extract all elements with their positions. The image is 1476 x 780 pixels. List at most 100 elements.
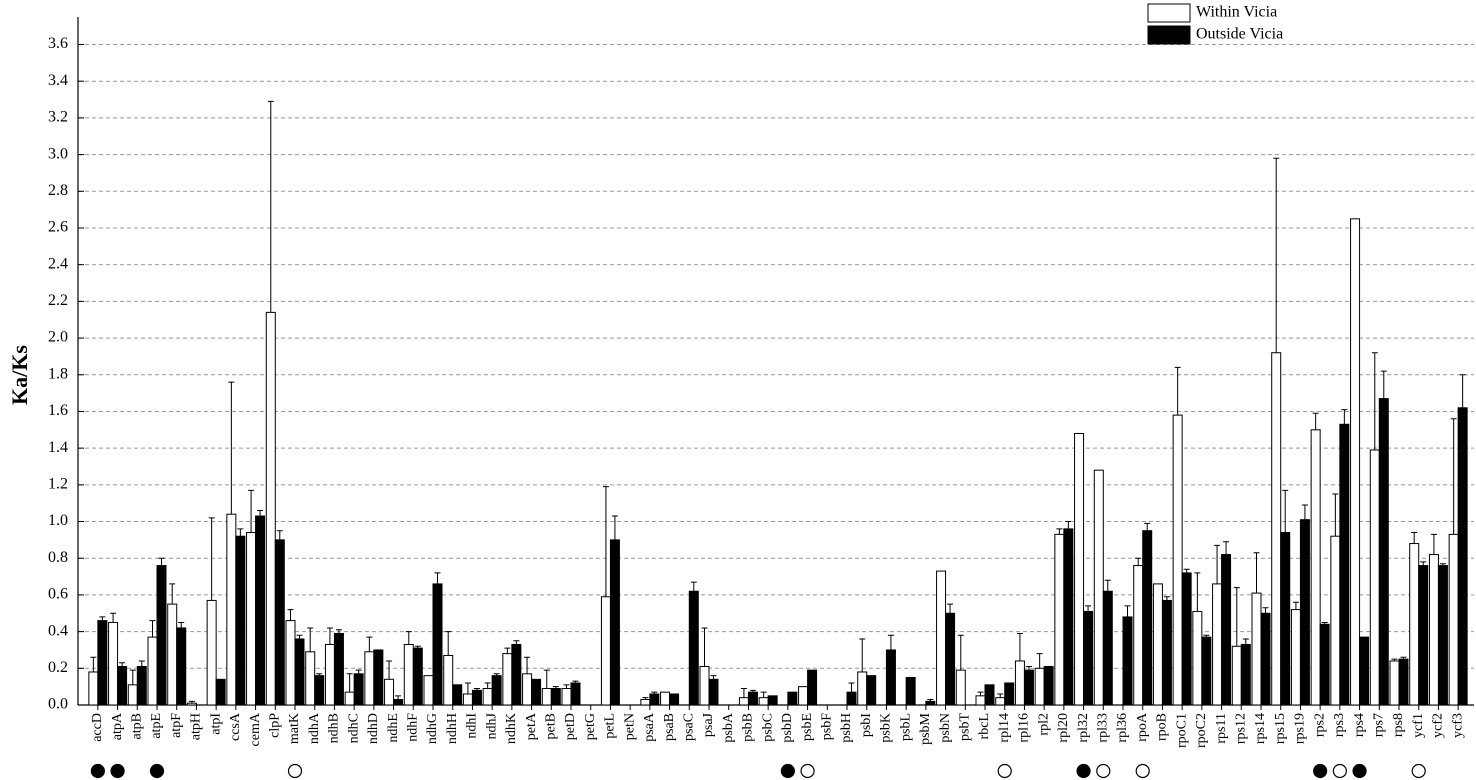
x-tick-label: rbcL xyxy=(977,713,992,739)
error-bar xyxy=(296,634,303,639)
bar xyxy=(1378,398,1389,706)
error-bar xyxy=(1312,412,1319,430)
bar xyxy=(1212,583,1223,706)
x-tick-label: psbN xyxy=(938,713,953,743)
bar xyxy=(609,539,620,706)
y-tick-label: 2.6 xyxy=(48,219,68,236)
x-tick-label: rps2 xyxy=(1312,713,1327,737)
error-bar xyxy=(611,515,618,540)
bar xyxy=(255,515,266,706)
bar xyxy=(1172,414,1183,706)
y-tick-label: 1.6 xyxy=(48,402,68,419)
error-bar xyxy=(927,698,934,702)
bar xyxy=(384,678,395,706)
bar xyxy=(640,698,651,706)
error-bar xyxy=(690,581,697,592)
bar xyxy=(285,620,296,706)
error-bar xyxy=(1380,370,1387,399)
bar xyxy=(1221,554,1232,706)
error-bar xyxy=(513,640,520,645)
error-bar xyxy=(1253,552,1260,594)
x-tick-label: petD xyxy=(563,713,578,740)
error-bar xyxy=(326,627,333,645)
error-bar xyxy=(287,609,294,621)
marker-open xyxy=(800,763,815,779)
bar xyxy=(936,570,947,706)
x-tick-label: ycf2 xyxy=(1431,713,1446,738)
x-tick-label: petB xyxy=(544,713,559,739)
x-tick-label: matK xyxy=(287,713,302,744)
x-tick-label: ycf1 xyxy=(1411,713,1426,738)
y-tick-label: 0.8 xyxy=(48,549,68,566)
bar xyxy=(403,643,414,706)
error-bar xyxy=(237,528,244,537)
x-tick-label: psbM xyxy=(918,712,933,744)
error-bar xyxy=(1262,607,1269,614)
error-bar xyxy=(957,634,964,671)
marker-open xyxy=(1135,763,1150,779)
x-tick-label: rpl14 xyxy=(997,713,1012,743)
error-bar xyxy=(1292,601,1299,610)
y-tick-label: 0.0 xyxy=(48,696,68,713)
error-bar xyxy=(208,517,215,601)
bar xyxy=(1034,667,1045,706)
error-bar xyxy=(395,695,402,700)
y-tick-label: 2.2 xyxy=(48,292,68,309)
bar xyxy=(333,632,344,706)
bar xyxy=(995,697,1006,706)
bar xyxy=(975,695,986,706)
marker-open xyxy=(1411,763,1426,779)
marker-filled xyxy=(1076,763,1091,779)
error-bar xyxy=(1371,352,1378,450)
bar xyxy=(314,675,325,706)
x-tick-label: ndhF xyxy=(406,713,421,742)
x-tick-label: rps15 xyxy=(1273,713,1288,744)
error-bar xyxy=(887,634,894,650)
bar xyxy=(353,673,364,706)
error-bar xyxy=(740,687,747,698)
error-bar xyxy=(1233,587,1240,647)
error-bar xyxy=(1036,653,1043,669)
bar xyxy=(1004,682,1015,706)
error-bar xyxy=(1400,656,1407,660)
error-bar xyxy=(276,530,283,540)
bar xyxy=(1201,636,1212,706)
error-bar xyxy=(1065,521,1072,529)
y-tick-label: 2.4 xyxy=(48,255,68,272)
error-bar xyxy=(346,673,353,693)
bar xyxy=(246,532,257,706)
error-bar xyxy=(257,510,264,517)
error-bar xyxy=(129,669,136,685)
bar xyxy=(1437,565,1448,706)
error-bar xyxy=(110,612,117,623)
bar xyxy=(186,702,197,706)
error-bar xyxy=(267,100,274,313)
error-bar xyxy=(524,656,531,674)
bar xyxy=(1161,599,1172,706)
x-tick-label: ndhC xyxy=(346,713,361,743)
bar xyxy=(1280,532,1291,706)
error-bar xyxy=(701,627,708,667)
x-tick-label: psbA xyxy=(721,712,736,742)
bar xyxy=(798,686,809,706)
legend-swatch xyxy=(1147,3,1191,23)
x-tick-label: rpl33 xyxy=(1096,713,1111,743)
bar xyxy=(885,649,896,706)
x-tick-label: rps8 xyxy=(1391,713,1406,737)
bar xyxy=(767,695,778,706)
x-tick-label: psbB xyxy=(741,713,756,742)
y-tick-label: 2.8 xyxy=(48,182,68,199)
error-bar xyxy=(1439,563,1446,566)
error-bar xyxy=(99,616,106,621)
bar xyxy=(1398,658,1409,706)
x-tick-label: rps7 xyxy=(1372,713,1387,737)
bar xyxy=(1260,612,1271,706)
x-tick-label: accD xyxy=(90,713,105,742)
marker-filled xyxy=(780,763,795,779)
bar xyxy=(215,678,226,706)
x-tick-label: atpE xyxy=(149,713,164,739)
bar xyxy=(117,665,128,706)
x-tick-label: atpF xyxy=(169,713,184,738)
bar xyxy=(550,687,561,706)
bar xyxy=(1448,533,1459,706)
